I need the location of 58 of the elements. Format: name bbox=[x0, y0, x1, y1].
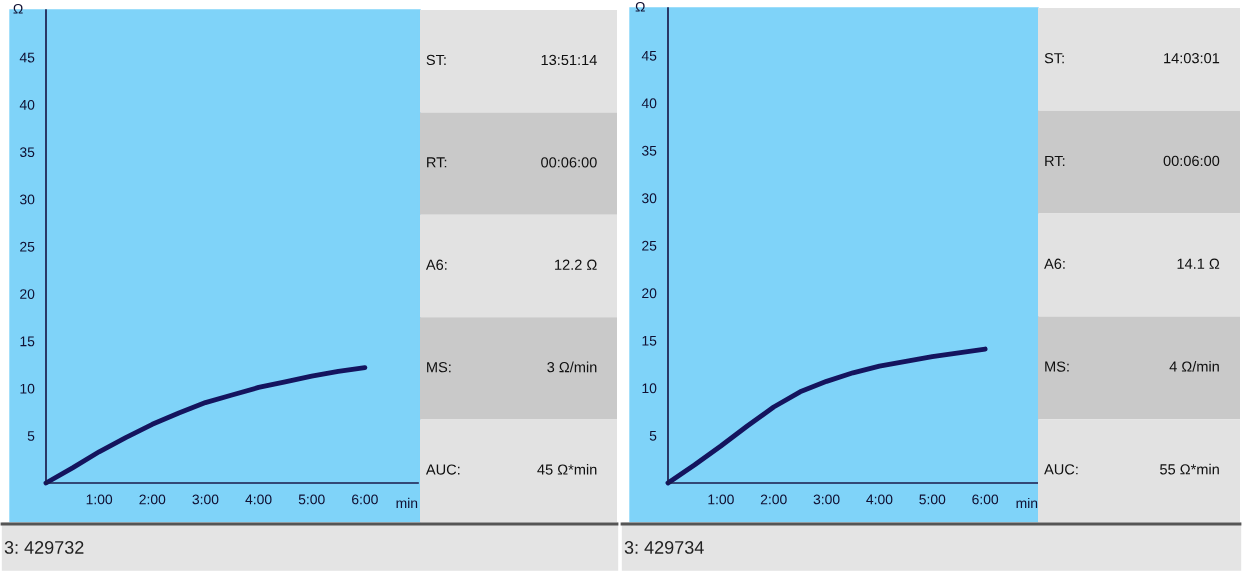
y-tick-label: 30 bbox=[19, 194, 35, 205]
y-tick-label: 10 bbox=[642, 383, 657, 394]
y-tick-label: 35 bbox=[641, 145, 657, 156]
line-series bbox=[43, 365, 368, 486]
text: 55 Ω*min bbox=[1160, 463, 1219, 475]
y-tick-label: 35 bbox=[19, 147, 35, 158]
x-tick-label: 4:00 bbox=[245, 494, 272, 505]
text: 00:06:00 bbox=[1163, 155, 1220, 167]
x-tick-label: 1:00 bbox=[86, 494, 113, 505]
x-tick-label: 2:00 bbox=[139, 494, 166, 505]
x-tick-label: 6:00 bbox=[352, 494, 378, 505]
y-tick-label: 25 bbox=[20, 241, 35, 252]
y-tick-label: 25 bbox=[642, 240, 657, 251]
x-tick-label: 5:00 bbox=[919, 494, 946, 505]
text: 12.2 Ω bbox=[555, 259, 597, 270]
y-axis-title: Ω bbox=[635, 1, 645, 12]
text: AUC: bbox=[425, 464, 460, 475]
x-tick-label: 4:00 bbox=[866, 494, 893, 505]
y-tick-label: 5 bbox=[649, 430, 657, 441]
y-tick-label: 20 bbox=[20, 289, 35, 299]
text: 45 Ω*min bbox=[537, 464, 597, 475]
y-tick-label: 40 bbox=[19, 99, 35, 110]
text: 4 Ω/min bbox=[1169, 361, 1219, 372]
y-tick-label: 5 bbox=[27, 431, 35, 441]
text: A6: bbox=[425, 259, 447, 270]
y-tick-label: 15 bbox=[20, 336, 35, 347]
y-tick-label: 30 bbox=[641, 193, 657, 204]
text: RT: bbox=[427, 157, 447, 168]
y-tick-label: 45 bbox=[19, 52, 35, 63]
x-tick-label: 3:00 bbox=[813, 494, 840, 505]
y-tick-label: 45 bbox=[641, 50, 657, 61]
x-tick-label: 6:00 bbox=[972, 494, 999, 505]
text: 14:03:01 bbox=[1164, 52, 1220, 64]
line-series bbox=[665, 346, 988, 486]
text: 14.1 Ω bbox=[1177, 258, 1220, 269]
y-axis-title: Ω bbox=[13, 3, 23, 14]
text: MS: bbox=[1045, 361, 1069, 372]
text: 00:06:00 bbox=[541, 157, 597, 168]
text: 3 Ω/min bbox=[547, 361, 597, 373]
text: 3: 429732 bbox=[4, 541, 84, 554]
x-tick-label: 2:00 bbox=[760, 494, 787, 505]
text: ST: bbox=[1044, 52, 1064, 64]
x-tick-label: 5:00 bbox=[298, 494, 325, 505]
y-tick-label: 40 bbox=[641, 98, 657, 109]
text: 3: 429734 bbox=[624, 541, 704, 554]
x-axis-title: min bbox=[1016, 497, 1038, 508]
y-tick-label: 10 bbox=[20, 383, 35, 394]
y-tick-label: 20 bbox=[642, 288, 657, 299]
text: 13:51:14 bbox=[541, 54, 597, 66]
x-tick-label: 3:00 bbox=[192, 494, 219, 505]
text: MS: bbox=[427, 361, 451, 373]
y-tick-label: 15 bbox=[642, 335, 657, 346]
x-axis-title: min bbox=[396, 497, 418, 508]
text: A6: bbox=[1044, 258, 1065, 269]
x-tick-label: 1:00 bbox=[708, 494, 734, 505]
text: AUC: bbox=[1044, 464, 1078, 475]
text: RT: bbox=[1045, 155, 1065, 166]
text: ST: bbox=[426, 54, 446, 66]
